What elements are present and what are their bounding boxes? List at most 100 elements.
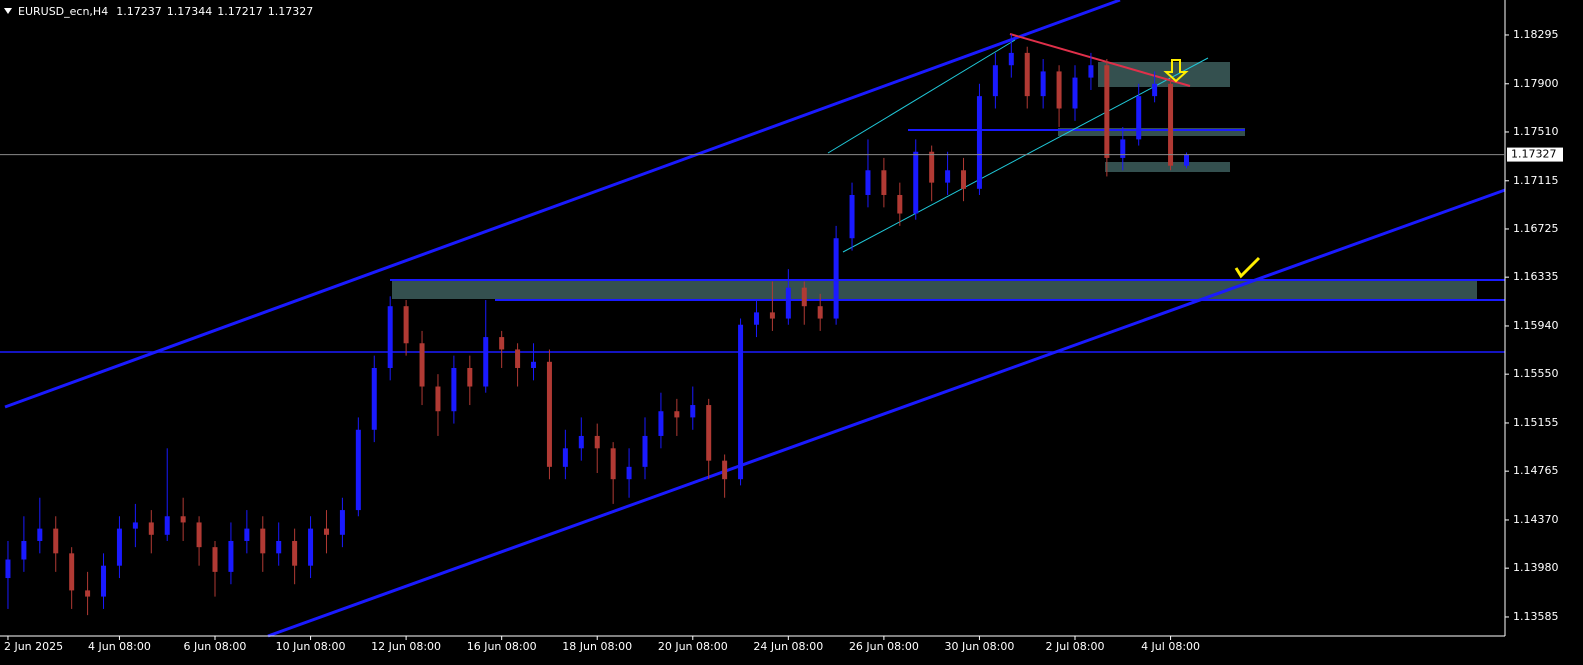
channel-line <box>4 0 1121 409</box>
candle-body <box>419 343 425 387</box>
arrow-icon <box>1163 59 1189 83</box>
candle-body <box>642 435 648 467</box>
candle-body <box>801 287 807 307</box>
candle-body <box>355 429 361 511</box>
candle-body <box>626 466 632 480</box>
close-value: 1.17327 <box>268 5 314 18</box>
x-tick-label: 24 Jun 08:00 <box>753 640 823 653</box>
x-tick-label: 26 Jun 08:00 <box>849 640 919 653</box>
candle-body <box>992 65 998 97</box>
candle-body <box>722 460 728 480</box>
candle-body <box>849 194 855 239</box>
zone <box>1058 128 1245 136</box>
candles <box>5 34 1189 616</box>
candle-body <box>674 411 680 418</box>
candle-body <box>499 337 505 350</box>
candle-body <box>658 411 664 436</box>
symbol: EURUSD_ecn,H4 <box>18 5 108 18</box>
x-tick-label: 2 Jul 08:00 <box>1046 640 1105 653</box>
candle-body <box>292 540 298 566</box>
candle-body <box>833 238 839 319</box>
candle-body <box>403 306 409 344</box>
candle-body <box>132 522 138 529</box>
candle-body <box>1104 65 1110 158</box>
trend-line <box>1009 33 1191 87</box>
y-tick-label: 1.15155 <box>1513 416 1559 429</box>
candle-body <box>371 367 377 430</box>
candle-body <box>976 96 982 189</box>
channel-line <box>267 188 1506 638</box>
candle-body <box>945 170 951 183</box>
candle-body <box>738 324 744 480</box>
x-tick-label: 20 Jun 08:00 <box>658 640 728 653</box>
candle-body <box>37 528 43 541</box>
candle-body <box>1120 139 1126 158</box>
menu-icon <box>4 8 12 14</box>
candle-body <box>1072 77 1078 109</box>
x-tick-label: 18 Jun 08:00 <box>562 640 632 653</box>
candle-body <box>244 528 250 541</box>
y-tick-label: 1.14765 <box>1513 464 1559 477</box>
candle-body <box>769 312 775 319</box>
y-tick-label: 1.16335 <box>1513 270 1559 283</box>
candle-body <box>101 565 107 597</box>
candle-body <box>929 151 935 183</box>
header: EURUSD_ecn,H4 1.17237 1.17344 1.17217 1.1732… <box>18 5 313 18</box>
candle-body <box>1168 83 1174 166</box>
channel-line <box>827 39 1016 154</box>
y-tick-label: 1.15550 <box>1513 367 1559 380</box>
y-tick-label: 1.14370 <box>1513 513 1559 526</box>
candle-body <box>897 194 903 214</box>
y-tick-label: 1.13585 <box>1513 610 1559 623</box>
x-tick-label: 4 Jul 08:00 <box>1141 640 1200 653</box>
candle-body <box>785 287 791 319</box>
candle-body <box>196 522 202 548</box>
candle-body <box>515 349 521 368</box>
candle-body <box>1136 96 1142 140</box>
candle-body <box>865 170 871 195</box>
high-value: 1.17344 <box>167 5 213 18</box>
candle-body <box>148 522 154 535</box>
candle-body <box>1056 71 1062 109</box>
candle-body <box>53 528 59 554</box>
candle-body <box>483 337 489 387</box>
zone <box>1105 162 1230 172</box>
candle-body <box>1088 65 1094 78</box>
candle-body <box>690 405 696 418</box>
candle-body <box>1040 71 1046 97</box>
x-tick-label: 30 Jun 08:00 <box>944 640 1014 653</box>
candle-body <box>1024 52 1030 97</box>
zone <box>392 280 1477 299</box>
candle-body <box>817 306 823 319</box>
candle-body <box>308 528 314 566</box>
candle-body <box>85 590 91 597</box>
x-tick-label: 10 Jun 08:00 <box>276 640 346 653</box>
low-value: 1.17217 <box>217 5 263 18</box>
candle-body <box>260 528 266 554</box>
candle-body <box>5 559 11 579</box>
drawings <box>0 0 1506 638</box>
x-tick-label: 16 Jun 08:00 <box>467 640 537 653</box>
candle-body <box>323 528 329 535</box>
candle-body <box>116 528 122 566</box>
candle-body <box>594 435 600 449</box>
check-icon <box>1234 256 1261 279</box>
candle-body <box>212 547 218 572</box>
y-tick-label: 1.17900 <box>1513 77 1559 90</box>
candle-body <box>69 553 75 591</box>
candle-body <box>531 361 537 368</box>
candle-body <box>276 540 282 554</box>
candle-body <box>753 312 759 325</box>
candle-body <box>961 170 967 189</box>
candle-body <box>164 516 170 535</box>
y-tick-label: 1.17510 <box>1513 125 1559 138</box>
candle-body <box>1152 83 1158 97</box>
candle-body <box>1008 52 1014 66</box>
open-value: 1.17237 <box>116 5 162 18</box>
y-tick-label: 1.18295 <box>1513 28 1559 41</box>
candle-body <box>228 540 234 572</box>
candle-body <box>1183 154 1189 166</box>
candle-body <box>339 510 345 535</box>
